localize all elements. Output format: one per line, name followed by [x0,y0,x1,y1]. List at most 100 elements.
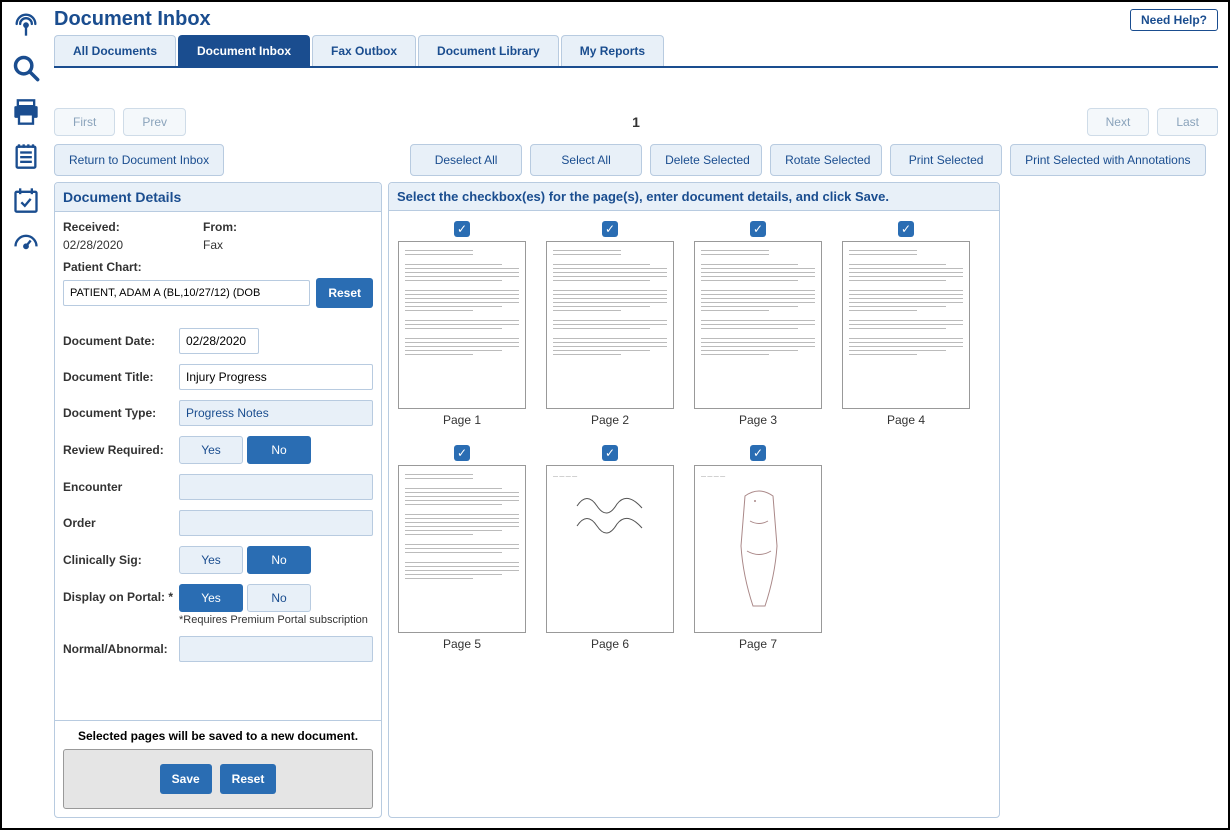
doc-title-label: Document Title: [63,370,179,384]
clinically-sig-label: Clinically Sig: [63,553,179,567]
normal-abnormal-label: Normal/Abnormal: [63,642,179,656]
doc-type-label: Document Type: [63,406,179,420]
page-label: Page 5 [443,637,481,651]
search-icon[interactable] [10,52,42,84]
page-thumbnail[interactable] [694,241,822,409]
delete-selected-button[interactable]: Delete Selected [650,144,762,176]
portal-note: *Requires Premium Portal subscription [179,614,373,626]
review-required-toggle: Yes No [179,436,373,464]
pager: First Prev 1 Next Last [54,108,1218,136]
encounter-label: Encounter [63,480,179,494]
document-details-panel: Document Details Received: From: 02/28/2… [54,182,382,818]
patient-chart-input[interactable] [63,280,310,306]
pager-next-button[interactable]: Next [1087,108,1150,136]
normal-abnormal-input[interactable] [179,636,373,662]
tab-fax-outbox[interactable]: Fax Outbox [312,35,416,66]
patient-chart-reset-button[interactable]: Reset [316,278,373,308]
page-cell: ✓ Page 1 [397,221,527,427]
page-thumbnail[interactable] [546,241,674,409]
page-cell: ✓ Page 3 [693,221,823,427]
doc-date-label: Document Date: [63,334,179,348]
tab-my-reports[interactable]: My Reports [561,35,664,66]
portal-label: Display on Portal: * [63,584,179,604]
reset-button[interactable]: Reset [220,764,277,794]
clinically-sig-toggle: Yes No [179,546,373,574]
page-checkbox[interactable]: ✓ [454,221,470,237]
icon-sidebar [2,2,50,828]
page-checkbox[interactable]: ✓ [602,221,618,237]
page-cell: ✓ Page 2 [545,221,675,427]
print-icon[interactable] [10,96,42,128]
portal-toggle: Yes No [179,584,373,612]
order-input[interactable] [179,510,373,536]
page-label: Page 3 [739,413,777,427]
tabs: All Documents Document Inbox Fax Outbox … [54,35,1218,68]
page-label: Page 1 [443,413,481,427]
save-note: Selected pages will be saved to a new do… [63,729,373,743]
page-checkbox[interactable]: ✓ [898,221,914,237]
tab-document-inbox[interactable]: Document Inbox [178,35,310,66]
print-selected-button[interactable]: Print Selected [890,144,1002,176]
page-title: Document Inbox [54,8,211,31]
pager-last-button[interactable]: Last [1157,108,1218,136]
action-toolbar: Return to Document Inbox Deselect All Se… [54,144,1218,176]
page-cell: ✓ Page 5 [397,445,527,651]
page-label: Page 7 [739,637,777,651]
page-checkbox[interactable]: ✓ [602,445,618,461]
page-label: Page 4 [887,413,925,427]
page-cell: ✓ Page 4 [841,221,971,427]
doc-date-input[interactable] [179,328,259,354]
main-content: Document Inbox Need Help? All Documents … [50,2,1228,828]
svg-text:— — — —: — — — — [553,474,577,480]
encounter-input[interactable] [179,474,373,500]
page-checkbox[interactable]: ✓ [750,221,766,237]
clin-yes-button[interactable]: Yes [179,546,243,574]
page-thumbnail[interactable]: — — — — [546,465,674,633]
pager-prev-button[interactable]: Prev [123,108,186,136]
page-thumbnail[interactable] [398,241,526,409]
return-button[interactable]: Return to Document Inbox [54,144,224,176]
page-cell: ✓ — — — — Page 7 [693,445,823,651]
calendar-check-icon[interactable] [10,184,42,216]
gauge-icon[interactable] [10,228,42,260]
page-thumbnail[interactable] [398,465,526,633]
notes-icon[interactable] [10,140,42,172]
help-button[interactable]: Need Help? [1130,9,1218,31]
page-grid: ✓ Page 1 ✓ Page 2 ✓ Page 3 ✓ Page 4 ✓ Page 5 ✓ — — … [397,221,991,651]
doc-title-input[interactable] [179,364,373,390]
order-label: Order [63,516,179,530]
patient-chart-label: Patient Chart: [63,260,373,274]
page-cell: ✓ — — — — Page 6 [545,445,675,651]
received-label: Received: [63,220,203,234]
rotate-selected-button[interactable]: Rotate Selected [770,144,882,176]
svg-text:— — — —: — — — — [701,474,725,480]
from-value: Fax [203,238,373,252]
page-thumbnail[interactable] [842,241,970,409]
pages-header: Select the checkbox(es) for the page(s),… [389,183,999,211]
doc-type-input[interactable] [179,400,373,426]
broadcast-icon[interactable] [10,8,42,40]
select-all-button[interactable]: Select All [530,144,642,176]
save-button[interactable]: Save [160,764,212,794]
pages-panel: Select the checkbox(es) for the page(s),… [388,182,1000,818]
deselect-all-button[interactable]: Deselect All [410,144,522,176]
review-required-label: Review Required: [63,443,179,457]
review-no-button[interactable]: No [247,436,311,464]
tab-all-documents[interactable]: All Documents [54,35,176,66]
tab-document-library[interactable]: Document Library [418,35,559,66]
received-value: 02/28/2020 [63,238,203,252]
pager-current: 1 [632,114,640,130]
page-label: Page 6 [591,637,629,651]
from-label: From: [203,220,373,234]
page-checkbox[interactable]: ✓ [750,445,766,461]
page-checkbox[interactable]: ✓ [454,445,470,461]
details-header: Document Details [55,183,381,212]
pager-first-button[interactable]: First [54,108,115,136]
clin-no-button[interactable]: No [247,546,311,574]
portal-no-button[interactable]: No [247,584,311,612]
print-annotations-button[interactable]: Print Selected with Annotations [1010,144,1205,176]
page-label: Page 2 [591,413,629,427]
review-yes-button[interactable]: Yes [179,436,243,464]
portal-yes-button[interactable]: Yes [179,584,243,612]
page-thumbnail[interactable]: — — — — [694,465,822,633]
